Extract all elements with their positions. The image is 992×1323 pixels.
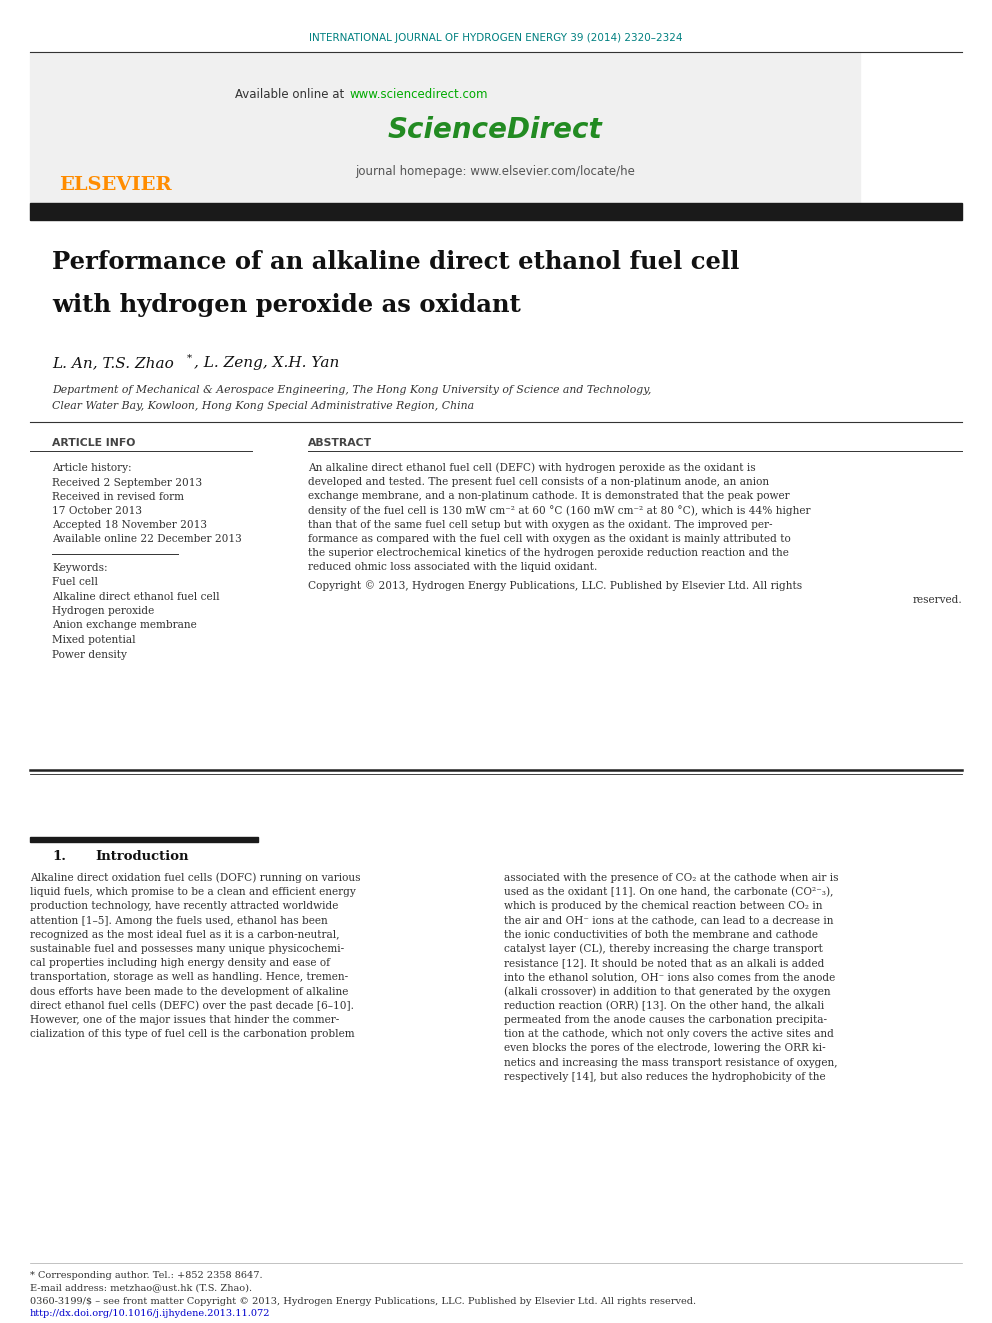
- Text: Keywords:: Keywords:: [52, 564, 107, 573]
- Text: Copyright © 2013, Hydrogen Energy Publications, LLC. Published by Elsevier Ltd. : Copyright © 2013, Hydrogen Energy Public…: [308, 581, 803, 591]
- Text: Introduction: Introduction: [95, 849, 188, 863]
- Text: used as the oxidant [11]. On one hand, the carbonate (CO²⁻₃),: used as the oxidant [11]. On one hand, t…: [504, 886, 833, 897]
- Text: reserved.: reserved.: [913, 595, 962, 605]
- Text: dous efforts have been made to the development of alkaline: dous efforts have been made to the devel…: [30, 987, 348, 996]
- Text: reduction reaction (ORR) [13]. On the other hand, the alkali: reduction reaction (ORR) [13]. On the ot…: [504, 1000, 824, 1011]
- Text: even blocks the pores of the electrode, lowering the ORR ki-: even blocks the pores of the electrode, …: [504, 1044, 825, 1053]
- Text: resistance [12]. It should be noted that as an alkali is added: resistance [12]. It should be noted that…: [504, 958, 824, 968]
- Text: catalyst layer (CL), thereby increasing the charge transport: catalyst layer (CL), thereby increasing …: [504, 943, 823, 954]
- Text: , L. Zeng, X.H. Yan: , L. Zeng, X.H. Yan: [194, 356, 339, 370]
- Text: into the ethanol solution, OH⁻ ions also comes from the anode: into the ethanol solution, OH⁻ ions also…: [504, 972, 835, 983]
- Text: than that of the same fuel cell setup but with oxygen as the oxidant. The improv: than that of the same fuel cell setup bu…: [308, 520, 773, 529]
- Bar: [30, 837, 258, 841]
- Text: Hydrogen peroxide: Hydrogen peroxide: [52, 606, 154, 617]
- Bar: [30, 52, 860, 210]
- Text: attention [1–5]. Among the fuels used, ethanol has been: attention [1–5]. Among the fuels used, e…: [30, 916, 327, 926]
- Text: E-mail address: metzhao@ust.hk (T.S. Zhao).: E-mail address: metzhao@ust.hk (T.S. Zha…: [30, 1283, 252, 1293]
- Text: However, one of the major issues that hinder the commer-: However, one of the major issues that hi…: [30, 1015, 339, 1025]
- Text: Available online 22 December 2013: Available online 22 December 2013: [52, 534, 242, 544]
- Text: http://dx.doi.org/10.1016/j.ijhydene.2013.11.072: http://dx.doi.org/10.1016/j.ijhydene.201…: [30, 1310, 271, 1319]
- Text: Department of Mechanical & Aerospace Engineering, The Hong Kong University of Sc: Department of Mechanical & Aerospace Eng…: [52, 385, 652, 396]
- Text: liquid fuels, which promise to be a clean and efficient energy: liquid fuels, which promise to be a clea…: [30, 888, 356, 897]
- Text: Mixed potential: Mixed potential: [52, 635, 136, 646]
- Text: respectively [14], but also reduces the hydrophobicity of the: respectively [14], but also reduces the …: [504, 1072, 825, 1082]
- Text: INTERNATIONAL JOURNAL OF HYDROGEN ENERGY 39 (2014) 2320–2324: INTERNATIONAL JOURNAL OF HYDROGEN ENERGY…: [310, 33, 682, 44]
- Text: tion at the cathode, which not only covers the active sites and: tion at the cathode, which not only cove…: [504, 1029, 834, 1039]
- Text: Received in revised form: Received in revised form: [52, 492, 184, 501]
- Text: with hydrogen peroxide as oxidant: with hydrogen peroxide as oxidant: [52, 292, 521, 318]
- Text: (alkali crossover) in addition to that generated by the oxygen: (alkali crossover) in addition to that g…: [504, 987, 830, 998]
- Text: density of the fuel cell is 130 mW cm⁻² at 60 °C (160 mW cm⁻² at 80 °C), which i: density of the fuel cell is 130 mW cm⁻² …: [308, 505, 810, 516]
- Text: Power density: Power density: [52, 650, 127, 659]
- Text: netics and increasing the mass transport resistance of oxygen,: netics and increasing the mass transport…: [504, 1057, 837, 1068]
- Text: Accepted 18 November 2013: Accepted 18 November 2013: [52, 520, 207, 531]
- Text: exchange membrane, and a non-platinum cathode. It is demonstrated that the peak : exchange membrane, and a non-platinum ca…: [308, 491, 790, 501]
- Text: Fuel cell: Fuel cell: [52, 577, 98, 587]
- Text: Received 2 September 2013: Received 2 September 2013: [52, 478, 202, 488]
- Text: cal properties including high energy density and ease of: cal properties including high energy den…: [30, 958, 330, 968]
- Text: direct ethanol fuel cells (DEFC) over the past decade [6–10].: direct ethanol fuel cells (DEFC) over th…: [30, 1000, 354, 1011]
- Text: the ionic conductivities of both the membrane and cathode: the ionic conductivities of both the mem…: [504, 930, 818, 939]
- Text: 0360-3199/$ – see front matter Copyright © 2013, Hydrogen Energy Publications, L: 0360-3199/$ – see front matter Copyright…: [30, 1297, 696, 1306]
- Text: 1.: 1.: [52, 849, 66, 863]
- Text: Performance of an alkaline direct ethanol fuel cell: Performance of an alkaline direct ethano…: [52, 250, 739, 274]
- Text: production technology, have recently attracted worldwide: production technology, have recently att…: [30, 901, 338, 912]
- Bar: [30, 202, 962, 220]
- Text: ScienceDirect: ScienceDirect: [388, 116, 602, 144]
- Text: An alkaline direct ethanol fuel cell (DEFC) with hydrogen peroxide as the oxidan: An alkaline direct ethanol fuel cell (DE…: [308, 463, 756, 474]
- Text: sustainable fuel and possesses many unique physicochemi-: sustainable fuel and possesses many uniq…: [30, 945, 344, 954]
- Text: recognized as the most ideal fuel as it is a carbon-neutral,: recognized as the most ideal fuel as it …: [30, 930, 339, 939]
- Text: Clear Water Bay, Kowloon, Hong Kong Special Administrative Region, China: Clear Water Bay, Kowloon, Hong Kong Spec…: [52, 401, 474, 411]
- Text: ABSTRACT: ABSTRACT: [308, 438, 372, 448]
- Text: L. An, T.S. Zhao: L. An, T.S. Zhao: [52, 356, 174, 370]
- Text: formance as compared with the fuel cell with oxygen as the oxidant is mainly att: formance as compared with the fuel cell …: [308, 534, 791, 544]
- Text: * Corresponding author. Tel.: +852 2358 8647.: * Corresponding author. Tel.: +852 2358 …: [30, 1270, 263, 1279]
- Text: Alkaline direct oxidation fuel cells (DOFC) running on various: Alkaline direct oxidation fuel cells (DO…: [30, 873, 360, 884]
- Text: which is produced by the chemical reaction between CO₂ in: which is produced by the chemical reacti…: [504, 901, 822, 912]
- Text: cialization of this type of fuel cell is the carbonation problem: cialization of this type of fuel cell is…: [30, 1029, 354, 1039]
- Text: permeated from the anode causes the carbonation precipita-: permeated from the anode causes the carb…: [504, 1015, 827, 1025]
- Text: *: *: [187, 353, 192, 363]
- Text: developed and tested. The present fuel cell consists of a non-platinum anode, an: developed and tested. The present fuel c…: [308, 478, 769, 487]
- Text: 17 October 2013: 17 October 2013: [52, 505, 142, 516]
- Text: ELSEVIER: ELSEVIER: [59, 176, 172, 194]
- Text: the air and OH⁻ ions at the cathode, can lead to a decrease in: the air and OH⁻ ions at the cathode, can…: [504, 916, 833, 926]
- Text: transportation, storage as well as handling. Hence, tremen-: transportation, storage as well as handl…: [30, 972, 348, 983]
- Text: ARTICLE INFO: ARTICLE INFO: [52, 438, 135, 448]
- Text: Article history:: Article history:: [52, 463, 132, 474]
- Text: Alkaline direct ethanol fuel cell: Alkaline direct ethanol fuel cell: [52, 591, 219, 602]
- Text: the superior electrochemical kinetics of the hydrogen peroxide reduction reactio: the superior electrochemical kinetics of…: [308, 548, 789, 558]
- Text: Anion exchange membrane: Anion exchange membrane: [52, 620, 196, 631]
- Text: Available online at: Available online at: [235, 89, 348, 102]
- Text: associated with the presence of CO₂ at the cathode when air is: associated with the presence of CO₂ at t…: [504, 873, 838, 882]
- Text: www.sciencedirect.com: www.sciencedirect.com: [350, 89, 488, 102]
- Text: journal homepage: www.elsevier.com/locate/he: journal homepage: www.elsevier.com/locat…: [355, 165, 635, 179]
- Text: reduced ohmic loss associated with the liquid oxidant.: reduced ohmic loss associated with the l…: [308, 562, 597, 573]
